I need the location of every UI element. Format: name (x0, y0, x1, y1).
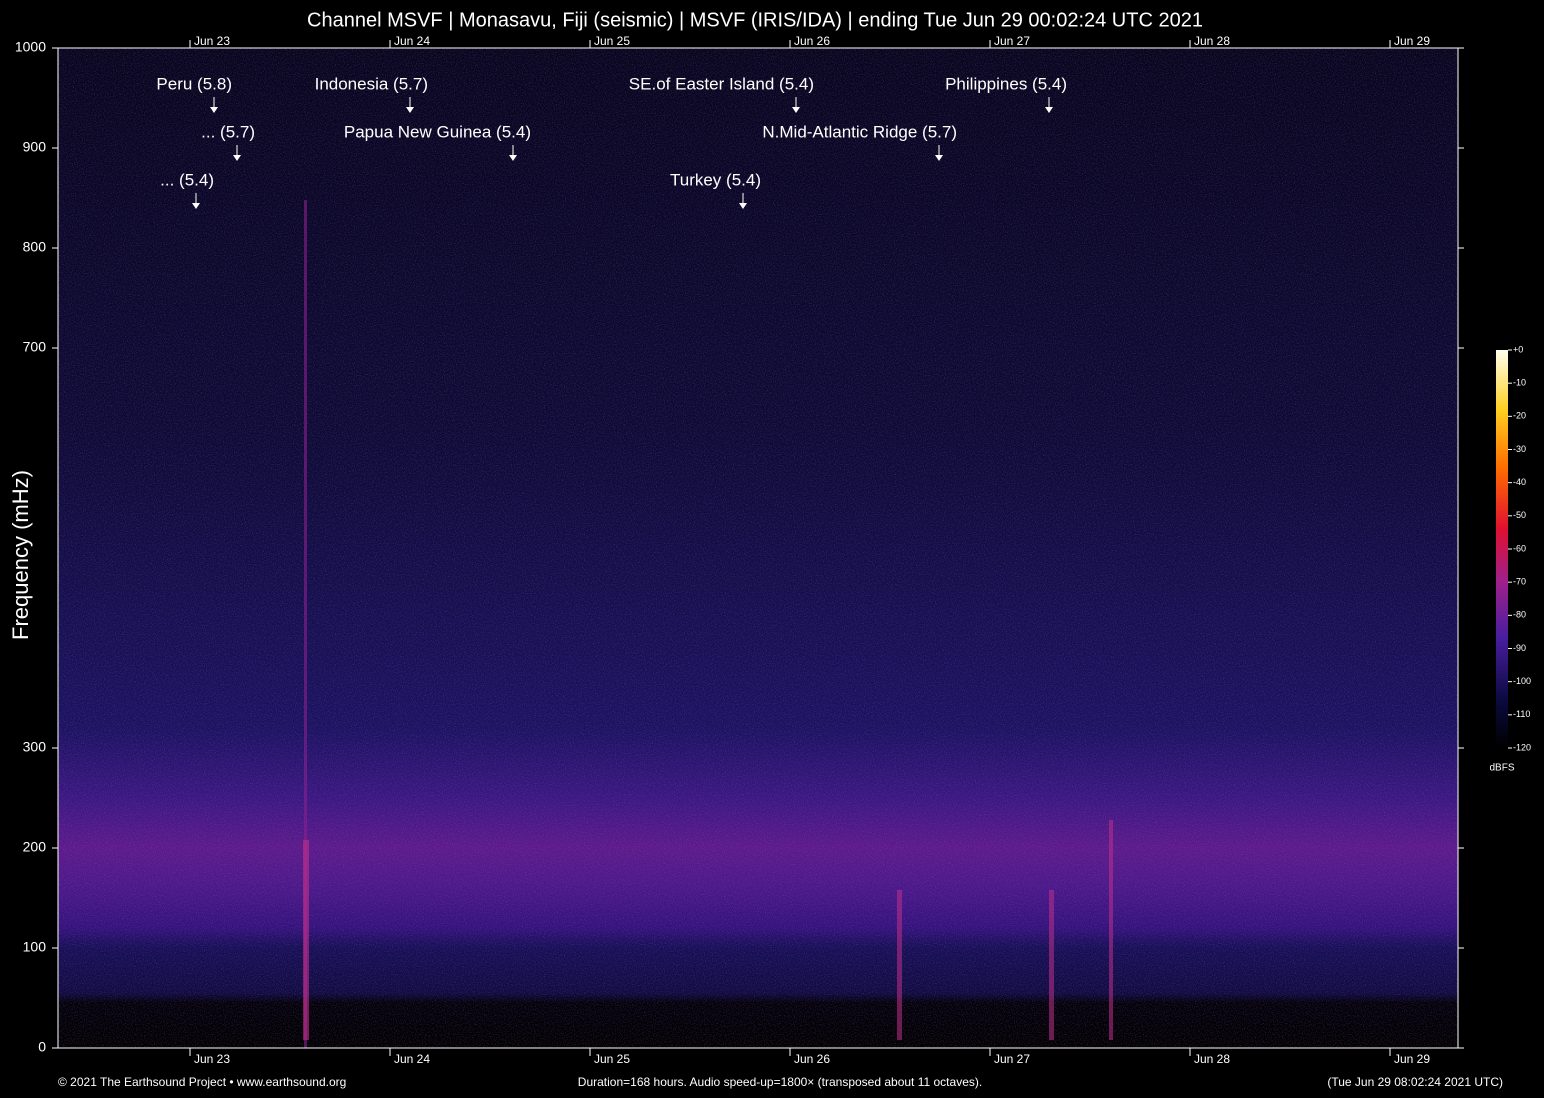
colorbar-tick-label: -20 (1513, 411, 1526, 421)
colorbar-tick-label: +0 (1513, 344, 1523, 354)
annotation-label: Papua New Guinea (5.4) (344, 122, 531, 141)
colorbar-tick-label: -110 (1513, 709, 1530, 719)
y-tick-label: 900 (23, 139, 47, 155)
colorbar-label: dBFS (1489, 763, 1514, 774)
y-tick-label: 1000 (15, 39, 46, 55)
y-tick-label: 800 (23, 239, 47, 255)
annotation-arrowhead (233, 155, 241, 161)
annotation-label: N.Mid-Atlantic Ridge (5.7) (762, 122, 957, 141)
x-tick-label: Jun 29 (1394, 1052, 1430, 1066)
annotation-arrowhead (1045, 107, 1053, 113)
annotation-arrowhead (739, 203, 747, 209)
y-tick-label: 300 (23, 739, 47, 755)
colorbar-tick-label: -70 (1513, 577, 1526, 587)
annotation-arrowhead (935, 155, 943, 161)
x-tick-label: Jun 27 (994, 1052, 1030, 1066)
annotation-arrowhead (210, 107, 218, 113)
x-tick-label-top: Jun 28 (1194, 34, 1230, 48)
annotation-label: Turkey (5.4) (670, 170, 761, 189)
y-tick-label: 200 (23, 839, 47, 855)
y-tick-label: 0 (38, 1039, 46, 1055)
y-axis-label: Frequency (mHz) (8, 470, 33, 640)
colorbar-tick-label: -100 (1513, 676, 1531, 686)
x-tick-label-top: Jun 25 (594, 34, 630, 48)
y-tick-label: 700 (23, 339, 47, 355)
footer-right: (Tue Jun 29 08:02:24 2021 UTC) (1327, 1075, 1503, 1089)
x-tick-label: Jun 28 (1194, 1052, 1230, 1066)
x-tick-label-top: Jun 23 (194, 34, 230, 48)
annotation-label: Philippines (5.4) (945, 74, 1067, 93)
x-tick-label-top: Jun 29 (1394, 34, 1430, 48)
colorbar-tick-label: -80 (1513, 610, 1526, 620)
annotation-label: Indonesia (5.7) (315, 74, 428, 93)
x-tick-label: Jun 24 (394, 1052, 430, 1066)
footer-center: Duration=168 hours. Audio speed-up=1800×… (578, 1075, 982, 1089)
annotation-arrowhead (509, 155, 517, 161)
x-tick-label: Jun 25 (594, 1052, 630, 1066)
colorbar-tick-label: -60 (1513, 543, 1526, 553)
colorbar-tick-label: -40 (1513, 477, 1526, 487)
plot-frame (57, 47, 1459, 1049)
colorbar-tick-label: -10 (1513, 378, 1526, 388)
annotation-label: ... (5.4) (160, 170, 214, 189)
annotation-arrowhead (406, 107, 414, 113)
colorbar-tick-label: -120 (1513, 742, 1531, 752)
y-tick-label: 100 (23, 939, 47, 955)
x-tick-label-top: Jun 24 (394, 34, 430, 48)
annotation-label: Peru (5.8) (156, 74, 232, 93)
x-tick-label: Jun 23 (194, 1052, 230, 1066)
annotation-arrowhead (792, 107, 800, 113)
x-tick-label-top: Jun 26 (794, 34, 830, 48)
colorbar-tick-label: -90 (1513, 643, 1526, 653)
annotation-arrowhead (192, 203, 200, 209)
footer-left: © 2021 The Earthsound Project • www.eart… (58, 1075, 346, 1089)
colorbar (1496, 350, 1508, 748)
annotation-label: ... (5.7) (201, 122, 255, 141)
colorbar-tick-label: -30 (1513, 444, 1526, 454)
colorbar-tick-label: -50 (1513, 510, 1526, 520)
chart-title: Channel MSVF | Monasavu, Fiji (seismic) … (307, 9, 1203, 31)
annotation-label: SE.of Easter Island (5.4) (629, 74, 814, 93)
x-tick-label: Jun 26 (794, 1052, 830, 1066)
spectrogram (58, 48, 1458, 1048)
x-tick-label-top: Jun 27 (994, 34, 1030, 48)
